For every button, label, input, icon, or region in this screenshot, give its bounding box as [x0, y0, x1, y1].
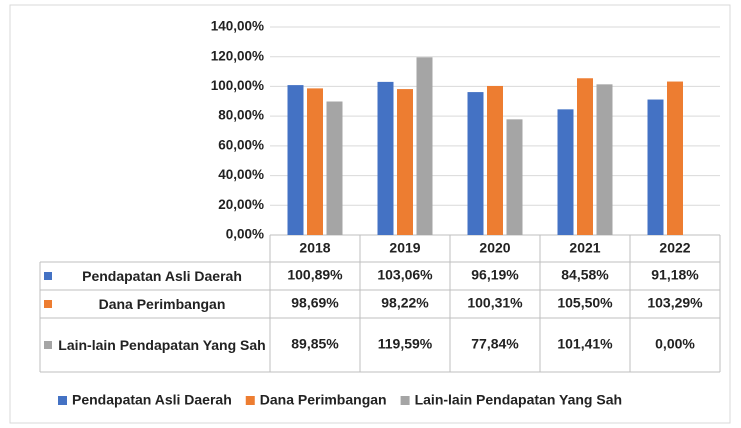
y-tick-label: 140,00% — [211, 19, 264, 34]
x-tick-label: 2022 — [659, 240, 690, 256]
bar — [487, 85, 503, 235]
table-value: 103,06% — [377, 267, 433, 283]
bar — [667, 81, 683, 235]
table-value: 91,18% — [651, 267, 699, 283]
bar — [307, 88, 323, 236]
table-value: 89,85% — [291, 336, 339, 352]
bar — [557, 109, 574, 235]
y-tick-label: 100,00% — [211, 78, 264, 93]
table-value: 100,89% — [287, 267, 343, 283]
table-value: 84,58% — [561, 267, 609, 283]
table-value: 105,50% — [557, 295, 613, 311]
y-tick-label: 120,00% — [211, 48, 264, 63]
x-tick-label: 2019 — [389, 240, 420, 256]
table-legend-marker — [44, 341, 52, 349]
row-label: Lain-lain Pendapatan Yang Sah — [58, 336, 266, 353]
table-value: 77,84% — [471, 336, 519, 352]
table-value: 96,19% — [471, 267, 519, 283]
row-label-box: Dana Perimbangan — [98, 295, 226, 312]
bar — [596, 84, 613, 236]
legend: Pendapatan Asli Daerah Dana Perimbangan La… — [58, 392, 622, 408]
legend-marker — [245, 396, 255, 405]
table-value: 98,22% — [381, 295, 429, 311]
bar — [326, 101, 343, 235]
bar — [577, 78, 593, 235]
y-tick-label: 80,00% — [218, 108, 264, 123]
y-tick-label: 0,00% — [226, 227, 264, 242]
bar — [287, 85, 304, 235]
x-tick-label: 2018 — [299, 240, 330, 256]
legend-marker — [400, 396, 410, 405]
bar — [647, 99, 664, 236]
bar — [506, 119, 523, 235]
row-label-box: Lain-lain Pendapatan Yang Sah — [58, 336, 266, 353]
table-legend-marker — [44, 300, 52, 308]
bar — [397, 89, 413, 235]
legend-label: Lain-lain Pendapatan Yang Sah — [415, 392, 622, 408]
bar — [467, 92, 484, 235]
table-value: 0,00% — [655, 336, 695, 352]
y-tick-label: 20,00% — [218, 197, 264, 212]
legend-label: Pendapatan Asli Daerah — [72, 392, 232, 408]
row-label: Pendapatan Asli Daerah — [82, 267, 242, 284]
table-value: 103,29% — [647, 295, 703, 311]
table-value: 101,41% — [557, 336, 613, 352]
bar — [377, 81, 394, 235]
row-label-box: Pendapatan Asli Daerah — [82, 267, 242, 284]
table-value: 100,31% — [467, 295, 523, 311]
table-value: 119,59% — [378, 336, 433, 352]
row-label: Dana Perimbangan — [98, 295, 226, 312]
table-legend-marker — [44, 272, 52, 280]
y-tick-label: 60,00% — [218, 137, 264, 152]
x-tick-label: 2020 — [479, 240, 510, 256]
legend-label: Dana Perimbangan — [260, 392, 387, 408]
bar — [416, 57, 433, 236]
table-value: 98,69% — [291, 295, 339, 311]
legend-marker — [58, 396, 67, 405]
x-tick-label: 2021 — [569, 240, 600, 256]
y-tick-label: 40,00% — [218, 167, 264, 182]
